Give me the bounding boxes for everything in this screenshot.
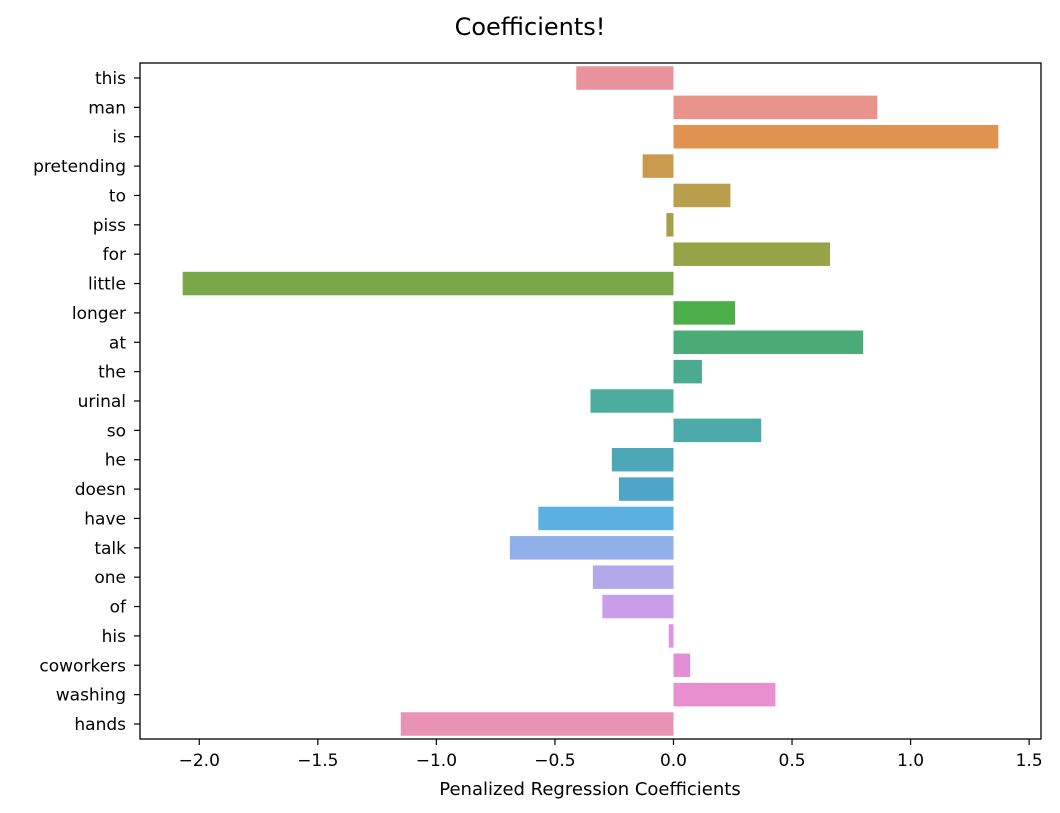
- bar-coworkers: [673, 653, 691, 678]
- bar-he: [611, 447, 674, 472]
- bar-washing: [673, 682, 776, 707]
- y-tick-label: doesn: [75, 480, 126, 500]
- x-tick-label: −0.5: [534, 751, 575, 771]
- y-tick-label: so: [107, 421, 126, 441]
- y-tick-label: of: [110, 598, 127, 618]
- y-axis-ticks: this man is pretending to piss for little longer…: [33, 69, 140, 735]
- y-tick-label: at: [109, 333, 126, 353]
- chart-title: Coefficients!: [455, 13, 606, 41]
- y-tick-label: this: [95, 69, 126, 89]
- y-tick-label: is: [112, 128, 126, 148]
- y-tick-label: pretending: [33, 157, 126, 177]
- bar-his: [668, 624, 674, 648]
- x-tick-label: −2.0: [179, 751, 220, 771]
- y-tick-label: have: [84, 509, 126, 529]
- y-tick-label: longer: [72, 304, 126, 324]
- y-tick-label: for: [103, 245, 126, 265]
- y-tick-label: coworkers: [39, 656, 126, 676]
- bar-one: [592, 565, 674, 589]
- x-axis-ticks: −2.0 −1.5 −1.0 −0.5 0.0 0.5 1.0 1.5: [179, 739, 1043, 771]
- y-tick-label: hands: [74, 715, 126, 735]
- bar-the: [673, 359, 702, 384]
- bar-piss: [666, 213, 674, 237]
- bar-hands: [400, 712, 674, 736]
- y-tick-label: man: [88, 98, 126, 118]
- y-tick-label: washing: [56, 686, 126, 706]
- bars: [182, 66, 999, 736]
- y-tick-label: the: [98, 363, 126, 383]
- bar-little: [182, 271, 674, 296]
- x-tick-label: −1.5: [297, 751, 338, 771]
- x-tick-label: 0.5: [779, 751, 806, 771]
- bar-talk: [509, 536, 674, 560]
- x-tick-label: 0.0: [660, 751, 687, 771]
- bar-of: [602, 594, 674, 619]
- x-axis-label: Penalized Regression Coefficients: [439, 779, 740, 800]
- bar-this: [576, 66, 674, 90]
- bar-have: [538, 506, 674, 531]
- bar-so: [673, 418, 762, 443]
- bar-to: [673, 183, 731, 208]
- bar-urinal: [590, 389, 674, 413]
- bar-pretending: [642, 154, 674, 178]
- y-tick-label: little: [88, 275, 126, 295]
- bar-at: [673, 330, 864, 355]
- bar-longer: [673, 301, 736, 325]
- y-tick-label: talk: [94, 539, 126, 559]
- bar-is: [673, 124, 999, 149]
- plot-frame: [139, 62, 1042, 740]
- y-tick-label: urinal: [78, 392, 126, 412]
- x-tick-label: 1.0: [897, 751, 924, 771]
- x-tick-label: 1.5: [1016, 751, 1043, 771]
- x-tick-label: −1.0: [416, 751, 457, 771]
- y-tick-label: his: [102, 627, 126, 647]
- y-tick-label: he: [105, 451, 126, 471]
- bar-doesn: [618, 477, 674, 501]
- bar-for: [673, 242, 830, 266]
- y-tick-label: piss: [93, 216, 126, 236]
- y-tick-label: one: [94, 568, 126, 588]
- y-tick-label: to: [109, 186, 126, 206]
- bar-man: [673, 95, 878, 120]
